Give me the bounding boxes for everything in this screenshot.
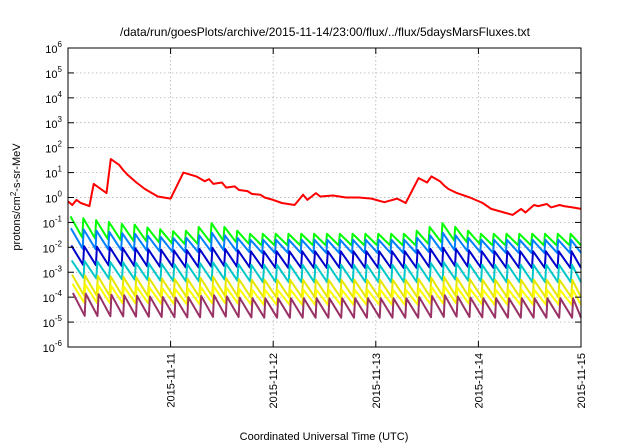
y-tick-base: 10 <box>45 144 57 156</box>
y-tick-label: 10-4 <box>43 289 63 305</box>
y-tick-exponent: -2 <box>55 239 63 248</box>
y-tick-base: 10 <box>43 318 55 330</box>
grid <box>68 48 581 347</box>
y-tick-exponent: -5 <box>55 314 63 323</box>
y-ticks: 10610510410310210110010-110-210-310-410-… <box>43 40 581 355</box>
series-line-5 <box>70 259 582 284</box>
y-tick-base: 10 <box>43 293 55 305</box>
y-tick-label: 10-2 <box>43 239 63 255</box>
y-tick-label: 103 <box>45 115 62 131</box>
y-tick-base: 10 <box>45 44 57 56</box>
y-tick-label: 10-1 <box>43 214 63 230</box>
series-line-7 <box>71 283 582 306</box>
y-tick-label: 105 <box>45 65 62 81</box>
plot-frame <box>67 47 582 348</box>
x-axis-label: Coordinated Universal Time (UTC) <box>240 431 409 443</box>
y-tick-exponent: -1 <box>55 214 63 223</box>
x-tick-label: 2015-11-12 <box>268 353 280 408</box>
y-axis-label-sup: 2 <box>9 191 18 196</box>
y-tick-base: 10 <box>45 169 57 181</box>
y-axis-label-base: protons/cm <box>11 196 23 250</box>
y-tick-base: 10 <box>43 218 55 230</box>
x-tick-label: 2015-11-11 <box>166 353 178 408</box>
y-tick-exponent: 3 <box>58 115 63 124</box>
y-tick-base: 10 <box>45 69 57 81</box>
series-line-8 <box>72 292 582 319</box>
y-tick-exponent: -6 <box>55 339 63 348</box>
y-tick-exponent: -4 <box>55 289 63 298</box>
y-tick-label: 10-3 <box>43 264 63 280</box>
y-tick-base: 10 <box>45 194 57 206</box>
y-tick-label: 102 <box>45 140 62 156</box>
y-tick-exponent: 0 <box>58 190 63 199</box>
y-axis-label-rest: -s-sr-MeV <box>11 143 23 192</box>
y-tick-label: 101 <box>45 165 62 181</box>
y-tick-label: 104 <box>45 90 62 106</box>
y-tick-base: 10 <box>43 268 55 280</box>
y-tick-base: 10 <box>43 243 55 255</box>
y-tick-base: 10 <box>45 94 57 106</box>
series-line-1 <box>67 158 582 216</box>
y-tick-label: 10-6 <box>43 339 63 355</box>
y-tick-exponent: 5 <box>58 65 63 74</box>
y-tick-base: 10 <box>45 119 57 131</box>
y-tick-exponent: 2 <box>58 140 63 149</box>
series-line-4 <box>70 244 582 269</box>
y-tick-exponent: 6 <box>58 40 63 49</box>
x-ticks: 2015-11-11 2015-11-12 2015-11-13 2015-11-14… <box>166 48 588 408</box>
x-tick-label: 2015-11-14 <box>473 353 485 408</box>
y-axis-label: protons/cm2-s-sr-MeV <box>9 143 23 251</box>
series-line-3 <box>70 227 582 254</box>
x-tick-label: 2015-11-15 <box>576 353 588 408</box>
y-tick-exponent: 1 <box>58 165 63 174</box>
y-tick-label: 106 <box>45 40 62 56</box>
chart-title: /data/run/goesPlots/archive/2015-11-14/2… <box>120 25 531 39</box>
y-tick-label: 10-5 <box>43 314 63 330</box>
series-layer <box>67 158 582 319</box>
y-tick-exponent: 4 <box>58 90 63 99</box>
y-tick-exponent: -3 <box>55 264 63 273</box>
x-tick-label: 2015-11-13 <box>371 353 383 408</box>
y-tick-base: 10 <box>43 343 55 355</box>
y-tick-label: 100 <box>45 190 62 206</box>
